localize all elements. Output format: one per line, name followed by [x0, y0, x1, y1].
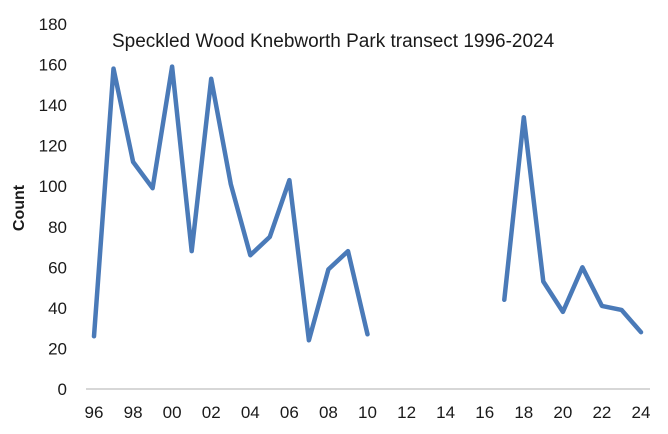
- data-point: [346, 249, 350, 253]
- y-axis-tick-labels: 0 20 40 60 80 100 120 140 160 180: [39, 15, 67, 399]
- x-tick-label: 04: [241, 403, 260, 422]
- data-point: [600, 304, 604, 308]
- data-point: [92, 334, 96, 338]
- series-group: [91, 64, 644, 343]
- data-point: [112, 67, 115, 71]
- y-tick-label: 60: [48, 258, 67, 277]
- data-point: [287, 178, 291, 182]
- x-tick-label: 02: [202, 403, 221, 422]
- data-point: [209, 77, 213, 81]
- data-point: [229, 182, 233, 186]
- data-point: [190, 249, 194, 253]
- x-tick-label: 98: [124, 403, 143, 422]
- x-tick-label: 12: [397, 403, 416, 422]
- data-point: [151, 186, 155, 190]
- data-point: [170, 65, 174, 69]
- x-tick-label: 22: [592, 403, 611, 422]
- y-tick-label: 140: [39, 96, 67, 115]
- chart-title: Speckled Wood Knebworth Park transect 19…: [112, 31, 555, 52]
- x-tick-label: 18: [514, 403, 533, 422]
- series-line: [502, 115, 644, 335]
- data-point: [366, 332, 369, 336]
- y-axis-title: Count: [11, 184, 28, 231]
- data-point: [307, 338, 311, 342]
- data-point: [522, 115, 526, 119]
- x-tick-label: 24: [632, 403, 651, 422]
- y-tick-label: 100: [39, 177, 67, 196]
- y-tick-label: 160: [39, 56, 67, 75]
- data-point: [541, 280, 545, 283]
- data-point: [268, 235, 272, 239]
- y-tick-label: 80: [48, 218, 67, 237]
- data-point: [620, 308, 623, 312]
- y-tick-label: 40: [48, 299, 67, 318]
- x-tick-label: 14: [436, 403, 455, 422]
- y-tick-label: 180: [39, 15, 67, 34]
- data-point: [248, 253, 252, 257]
- x-tick-label: 16: [475, 403, 494, 422]
- y-tick-label: 0: [58, 380, 67, 399]
- x-tick-label: 96: [85, 403, 104, 422]
- x-tick-label: 06: [280, 403, 299, 422]
- x-tick-label: 20: [553, 403, 572, 422]
- data-point: [639, 330, 643, 334]
- y-tick-label: 120: [39, 137, 67, 156]
- data-point: [502, 298, 506, 302]
- data-point: [580, 265, 584, 269]
- y-tick-label: 20: [48, 339, 67, 358]
- x-tick-label: 10: [358, 403, 377, 422]
- x-tick-label: 00: [163, 403, 182, 422]
- series-line: [91, 64, 370, 343]
- x-tick-label: 08: [319, 403, 338, 422]
- data-point: [131, 160, 135, 164]
- x-axis-tick-labels: 96 98 00 02 04 06 08 10 12 14 16 18 20 22 24: [85, 403, 651, 422]
- data-point: [561, 310, 565, 314]
- data-point: [326, 267, 330, 271]
